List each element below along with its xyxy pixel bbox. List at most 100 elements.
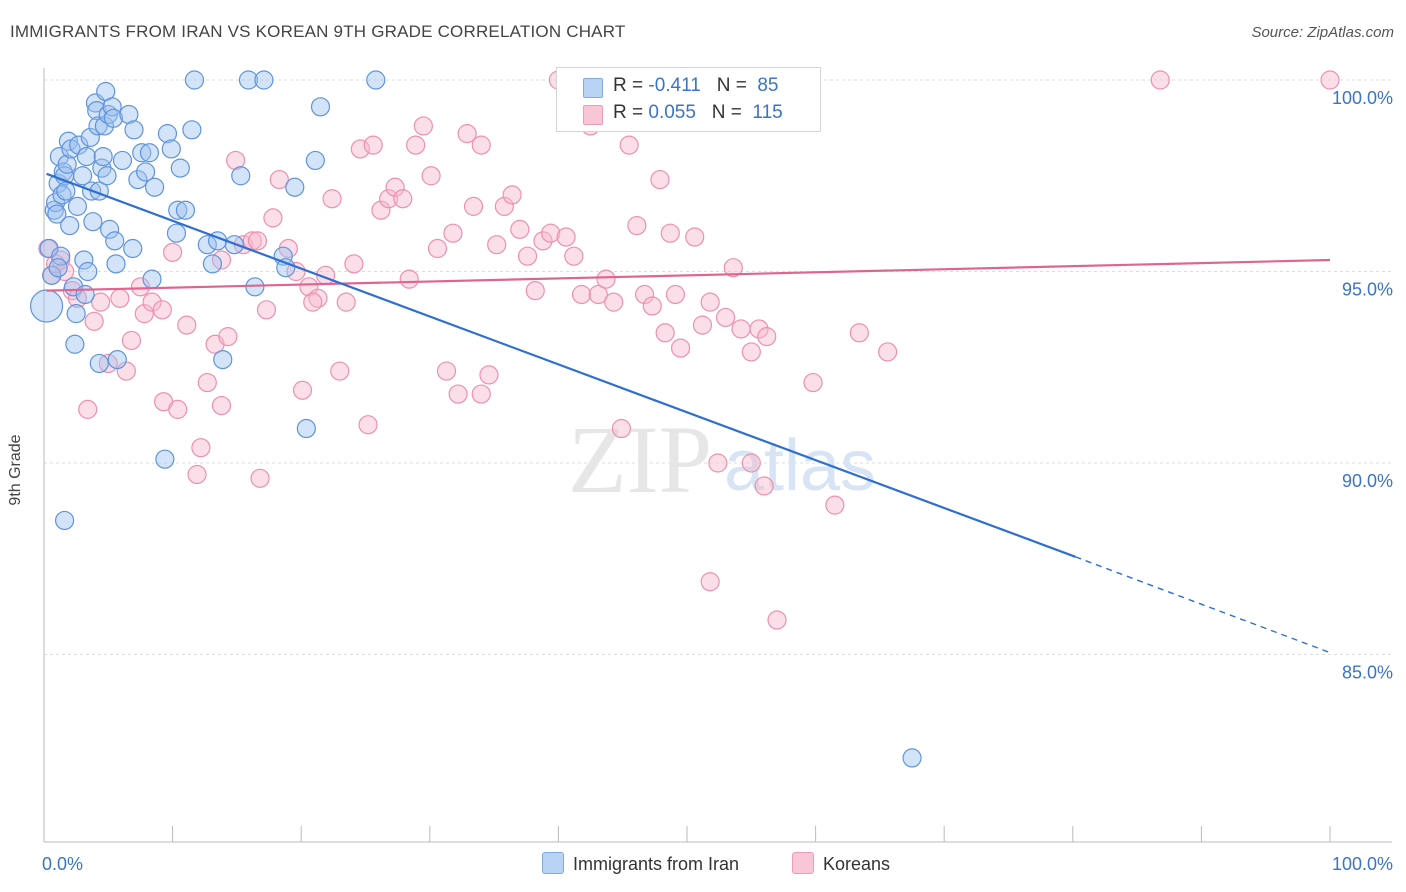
korean-point-80: [619, 135, 639, 155]
korean-point-63: [487, 235, 507, 255]
iran-point-53: [157, 124, 178, 144]
iran-point-17: [63, 277, 84, 297]
legend-text-iran: R = -0.411 N = 85: [613, 75, 779, 96]
korean-point-114: [152, 300, 172, 320]
korean-point-23: [197, 372, 217, 393]
iran-point-8: [51, 246, 71, 266]
bottom-legend-iran: Immigrants from Iran: [542, 852, 739, 876]
korean-point-47: [371, 200, 391, 220]
watermark-zip: ZIP: [568, 406, 712, 513]
iran-point-77: [89, 353, 109, 374]
iran-point-69: [254, 70, 274, 90]
korean-point-8: [84, 311, 104, 331]
korean-point-105: [1150, 70, 1170, 90]
iran-point-39: [99, 219, 120, 239]
iran-point-42: [105, 231, 125, 251]
korean-point-51: [399, 269, 419, 289]
y-tick-label-2: 90.0%: [1342, 471, 1393, 491]
korean-point-44: [350, 139, 370, 159]
korean-point-79: [611, 418, 632, 439]
korean-point-19: [168, 399, 188, 419]
korean-point-68: [525, 281, 545, 301]
chart-title: IMMIGRANTS FROM IRAN VS KOREAN 9TH GRADE…: [10, 22, 626, 41]
tick-labels: 100.0% 95.0% 90.0% 85.0% 0.0% 100.0%: [42, 88, 1393, 874]
korean-point-57: [443, 223, 463, 243]
iran-point-55: [166, 223, 187, 243]
iran-point-83: [75, 284, 95, 305]
iran-point-43: [106, 254, 126, 274]
korean-point-33: [269, 169, 289, 190]
korean-point-30: [250, 468, 270, 488]
iran-point-71: [276, 258, 296, 278]
iran-point-47: [124, 120, 144, 140]
korean-point-42: [336, 292, 356, 312]
korean-point-67: [517, 246, 538, 266]
x-tick-label-1: 100.0%: [1332, 854, 1393, 874]
korean-point-93: [708, 453, 728, 473]
korean-point-36: [292, 380, 313, 400]
korean-point-74: [571, 284, 592, 305]
korean-point-32: [263, 208, 283, 228]
korean-point-22: [191, 438, 211, 458]
korean-point-88: [670, 338, 691, 358]
iran-point-60: [184, 70, 205, 90]
grid-lines: [44, 79, 1392, 655]
iran-point-84: [902, 748, 922, 768]
iran-point-21: [69, 135, 89, 155]
korean-point-96: [731, 319, 751, 339]
korean-point-16: [142, 292, 162, 312]
legend-text-korean: R = 0.055 N = 115: [613, 102, 783, 123]
korean-point-87: [665, 284, 686, 305]
watermark-atlas: atlas: [724, 426, 876, 506]
korean-point-111: [303, 292, 323, 312]
iran-point-28: [83, 212, 103, 232]
korean-points: [38, 70, 1340, 630]
korean-point-98: [749, 319, 769, 339]
iran-point-12: [56, 181, 76, 201]
korean-point-78: [604, 292, 624, 312]
legend-swatch-korean: [583, 105, 603, 125]
iran-point-15: [60, 215, 80, 236]
iran-point-1: [39, 238, 59, 259]
x-tick-label-0: 0.0%: [42, 854, 83, 874]
iran-point-7: [49, 147, 70, 167]
iran-point-13: [57, 154, 77, 174]
korean-point-91: [692, 315, 713, 335]
korean-point-101: [803, 372, 823, 393]
iran-point-56: [168, 200, 188, 220]
iran-point-2: [42, 265, 62, 285]
iran-point-45: [112, 150, 133, 171]
korean-point-7: [78, 399, 98, 419]
iran-point-24: [76, 147, 97, 167]
korean-point-70: [541, 223, 561, 243]
iran-point-50: [135, 162, 156, 182]
korean-point-35: [286, 261, 306, 282]
korean-point-50: [393, 189, 413, 209]
korean-point-9: [90, 292, 111, 312]
y-tick-label-1: 95.0%: [1342, 280, 1393, 300]
iran-point-78: [54, 510, 75, 531]
watermark: ZIP atlas: [568, 406, 876, 513]
iran-point-9: [52, 185, 72, 205]
korean-point-49: [385, 177, 405, 197]
iran-point-19: [66, 304, 86, 324]
iran-point-54: [161, 139, 181, 159]
bottom-legend-label-korean: Koreans: [823, 854, 891, 874]
korean-point-14: [130, 277, 151, 297]
korean-point-40: [322, 189, 342, 209]
korean-point-31: [256, 300, 277, 320]
korean-point-92: [700, 292, 720, 312]
korean-point-85: [655, 323, 675, 343]
korean-point-56: [436, 361, 457, 381]
korean-point-54: [421, 166, 441, 186]
korean-point-59: [457, 124, 477, 144]
iran-point-49: [132, 143, 152, 163]
korean-point-62: [479, 365, 499, 385]
iran-point-18: [65, 334, 85, 354]
y-tick-label-0: 100.0%: [1332, 88, 1393, 108]
iran-point-72: [285, 177, 305, 197]
korean-point-103: [849, 323, 869, 343]
iran-point-58: [175, 200, 196, 220]
korean-point-43: [344, 254, 364, 274]
korean-point-20: [177, 315, 197, 335]
